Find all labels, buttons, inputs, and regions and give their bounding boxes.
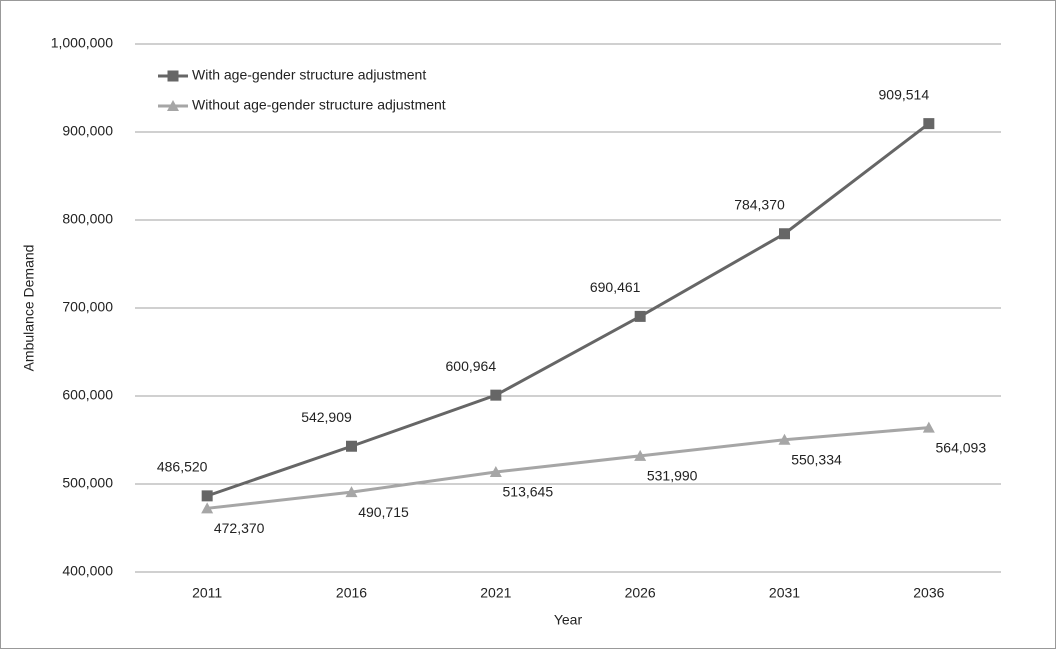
data-label: 472,370 xyxy=(214,520,265,536)
marker xyxy=(167,100,179,111)
x-tick-label: 2021 xyxy=(480,585,511,601)
data-label: 784,370 xyxy=(734,196,785,212)
marker xyxy=(490,389,502,401)
x-axis-title: Year xyxy=(554,612,583,628)
marker xyxy=(634,310,646,322)
x-tick-label: 2011 xyxy=(192,585,222,601)
marker xyxy=(201,502,214,514)
data-label: 600,964 xyxy=(446,358,497,374)
y-tick-label: 400,000 xyxy=(62,563,113,579)
x-tick-label: 2026 xyxy=(625,585,656,601)
marker xyxy=(346,440,357,452)
data-label: 542,909 xyxy=(301,409,352,425)
x-tick-label: 2036 xyxy=(913,585,944,601)
data-label: 490,715 xyxy=(358,504,409,520)
data-label: 531,990 xyxy=(647,468,698,484)
marker xyxy=(922,421,935,433)
marker xyxy=(345,486,358,498)
x-tick-label: 2016 xyxy=(336,585,367,601)
data-label: 550,334 xyxy=(791,451,842,467)
data-label: 909,514 xyxy=(879,86,930,102)
data-label: 690,461 xyxy=(590,279,641,295)
y-tick-label: 1,000,000 xyxy=(51,35,113,51)
y-tick-label: 900,000 xyxy=(62,123,113,139)
legend-label: Without age-gender structure adjustment xyxy=(192,97,446,113)
y-tick-label: 600,000 xyxy=(62,387,113,403)
data-label: 486,520 xyxy=(157,459,208,475)
marker xyxy=(778,433,791,445)
marker xyxy=(167,70,179,82)
series-line xyxy=(207,426,929,510)
y-tick-label: 500,000 xyxy=(62,475,113,491)
marker xyxy=(923,118,935,130)
marker xyxy=(779,228,790,240)
data-label: 564,093 xyxy=(936,439,987,455)
x-tick-label: 2031 xyxy=(769,585,800,601)
series-line xyxy=(206,122,930,498)
y-axis-title: Ambulance Demand xyxy=(21,245,37,372)
legend-label: With age-gender structure adjustment xyxy=(192,67,426,83)
marker xyxy=(489,465,502,477)
y-tick-label: 700,000 xyxy=(62,299,113,315)
y-tick-label: 800,000 xyxy=(62,211,113,227)
data-label: 513,645 xyxy=(503,484,554,500)
marker xyxy=(201,490,213,502)
marker xyxy=(634,449,647,461)
